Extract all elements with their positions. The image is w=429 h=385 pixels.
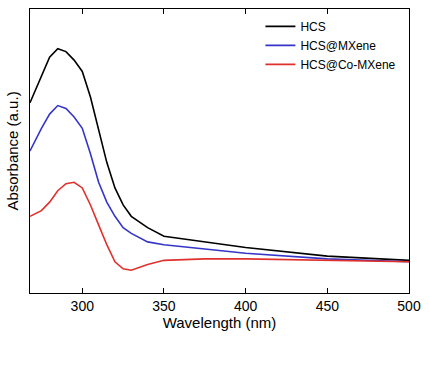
svg-text:HCS@Co-MXene: HCS@Co-MXene (300, 58, 395, 72)
svg-text:300: 300 (71, 298, 95, 314)
svg-text:350: 350 (152, 298, 176, 314)
svg-text:400: 400 (234, 298, 258, 314)
svg-text:450: 450 (316, 298, 340, 314)
svg-text:Wavelength (nm): Wavelength (nm) (163, 314, 277, 331)
svg-text:HCS@MXene: HCS@MXene (300, 39, 376, 53)
svg-text:Absorbance (a.u.): Absorbance (a.u.) (4, 91, 21, 210)
svg-text:HCS: HCS (300, 20, 325, 34)
svg-text:500: 500 (397, 298, 421, 314)
